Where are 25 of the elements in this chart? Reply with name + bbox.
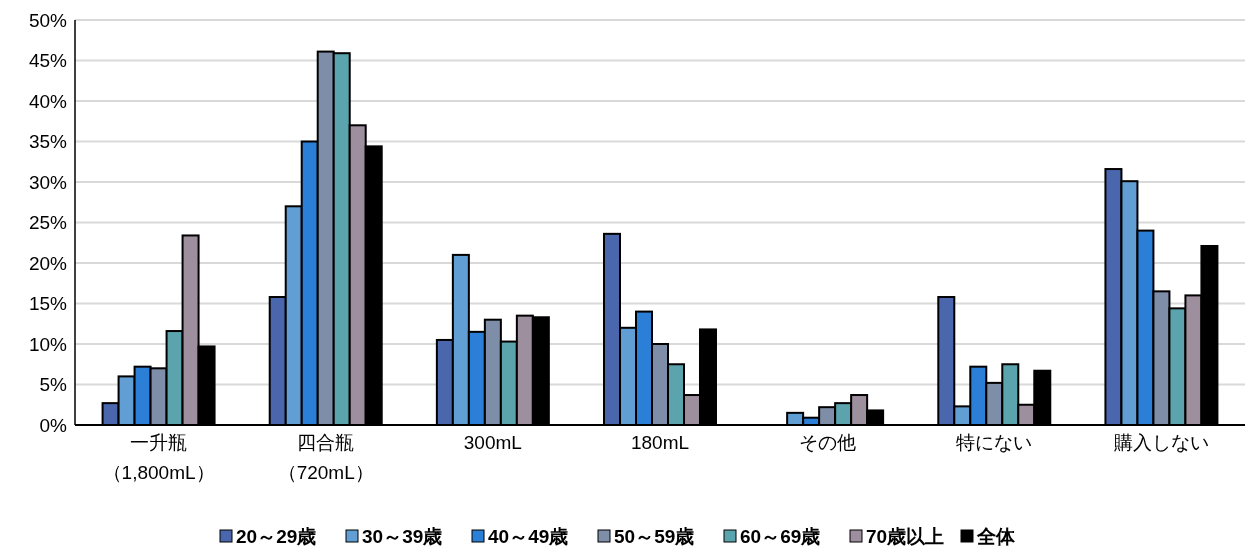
y-tick-label: 20% (28, 252, 68, 274)
y-tick-label: 0% (39, 414, 68, 436)
y-tick-label: 15% (28, 293, 68, 315)
y-tick-label: 35% (28, 131, 68, 153)
x-tick-label: 180mL (630, 432, 690, 453)
x-tick-label: その他 (798, 432, 856, 453)
x-tick-label: 一升瓶（1,800mL） (102, 432, 215, 483)
legend-label: 30～39歳 (362, 525, 443, 547)
legend-label: 全体 (976, 525, 1016, 547)
y-tick-label: 10% (28, 333, 68, 355)
legend-label: 20～29歳 (236, 525, 317, 547)
y-tick-label: 50% (28, 9, 68, 31)
y-tick-label: 45% (28, 50, 68, 72)
legend-label: 50～59歳 (614, 525, 695, 547)
y-tick-label: 5% (39, 374, 68, 396)
x-tick-label: 特にない (956, 432, 1033, 453)
x-tick-label: 購入しない (1113, 432, 1209, 453)
x-tick-label: 四合瓶（720mL） (277, 432, 374, 483)
x-tick-label: 300mL (463, 432, 522, 453)
legend-label: 40～49歳 (488, 525, 569, 547)
y-tick-label: 30% (28, 171, 68, 193)
y-tick-label: 40% (28, 90, 68, 112)
legend-label: 60～69歳 (740, 525, 821, 547)
y-tick-label: 25% (28, 212, 68, 234)
legend-label: 70歳以上 (866, 525, 945, 547)
